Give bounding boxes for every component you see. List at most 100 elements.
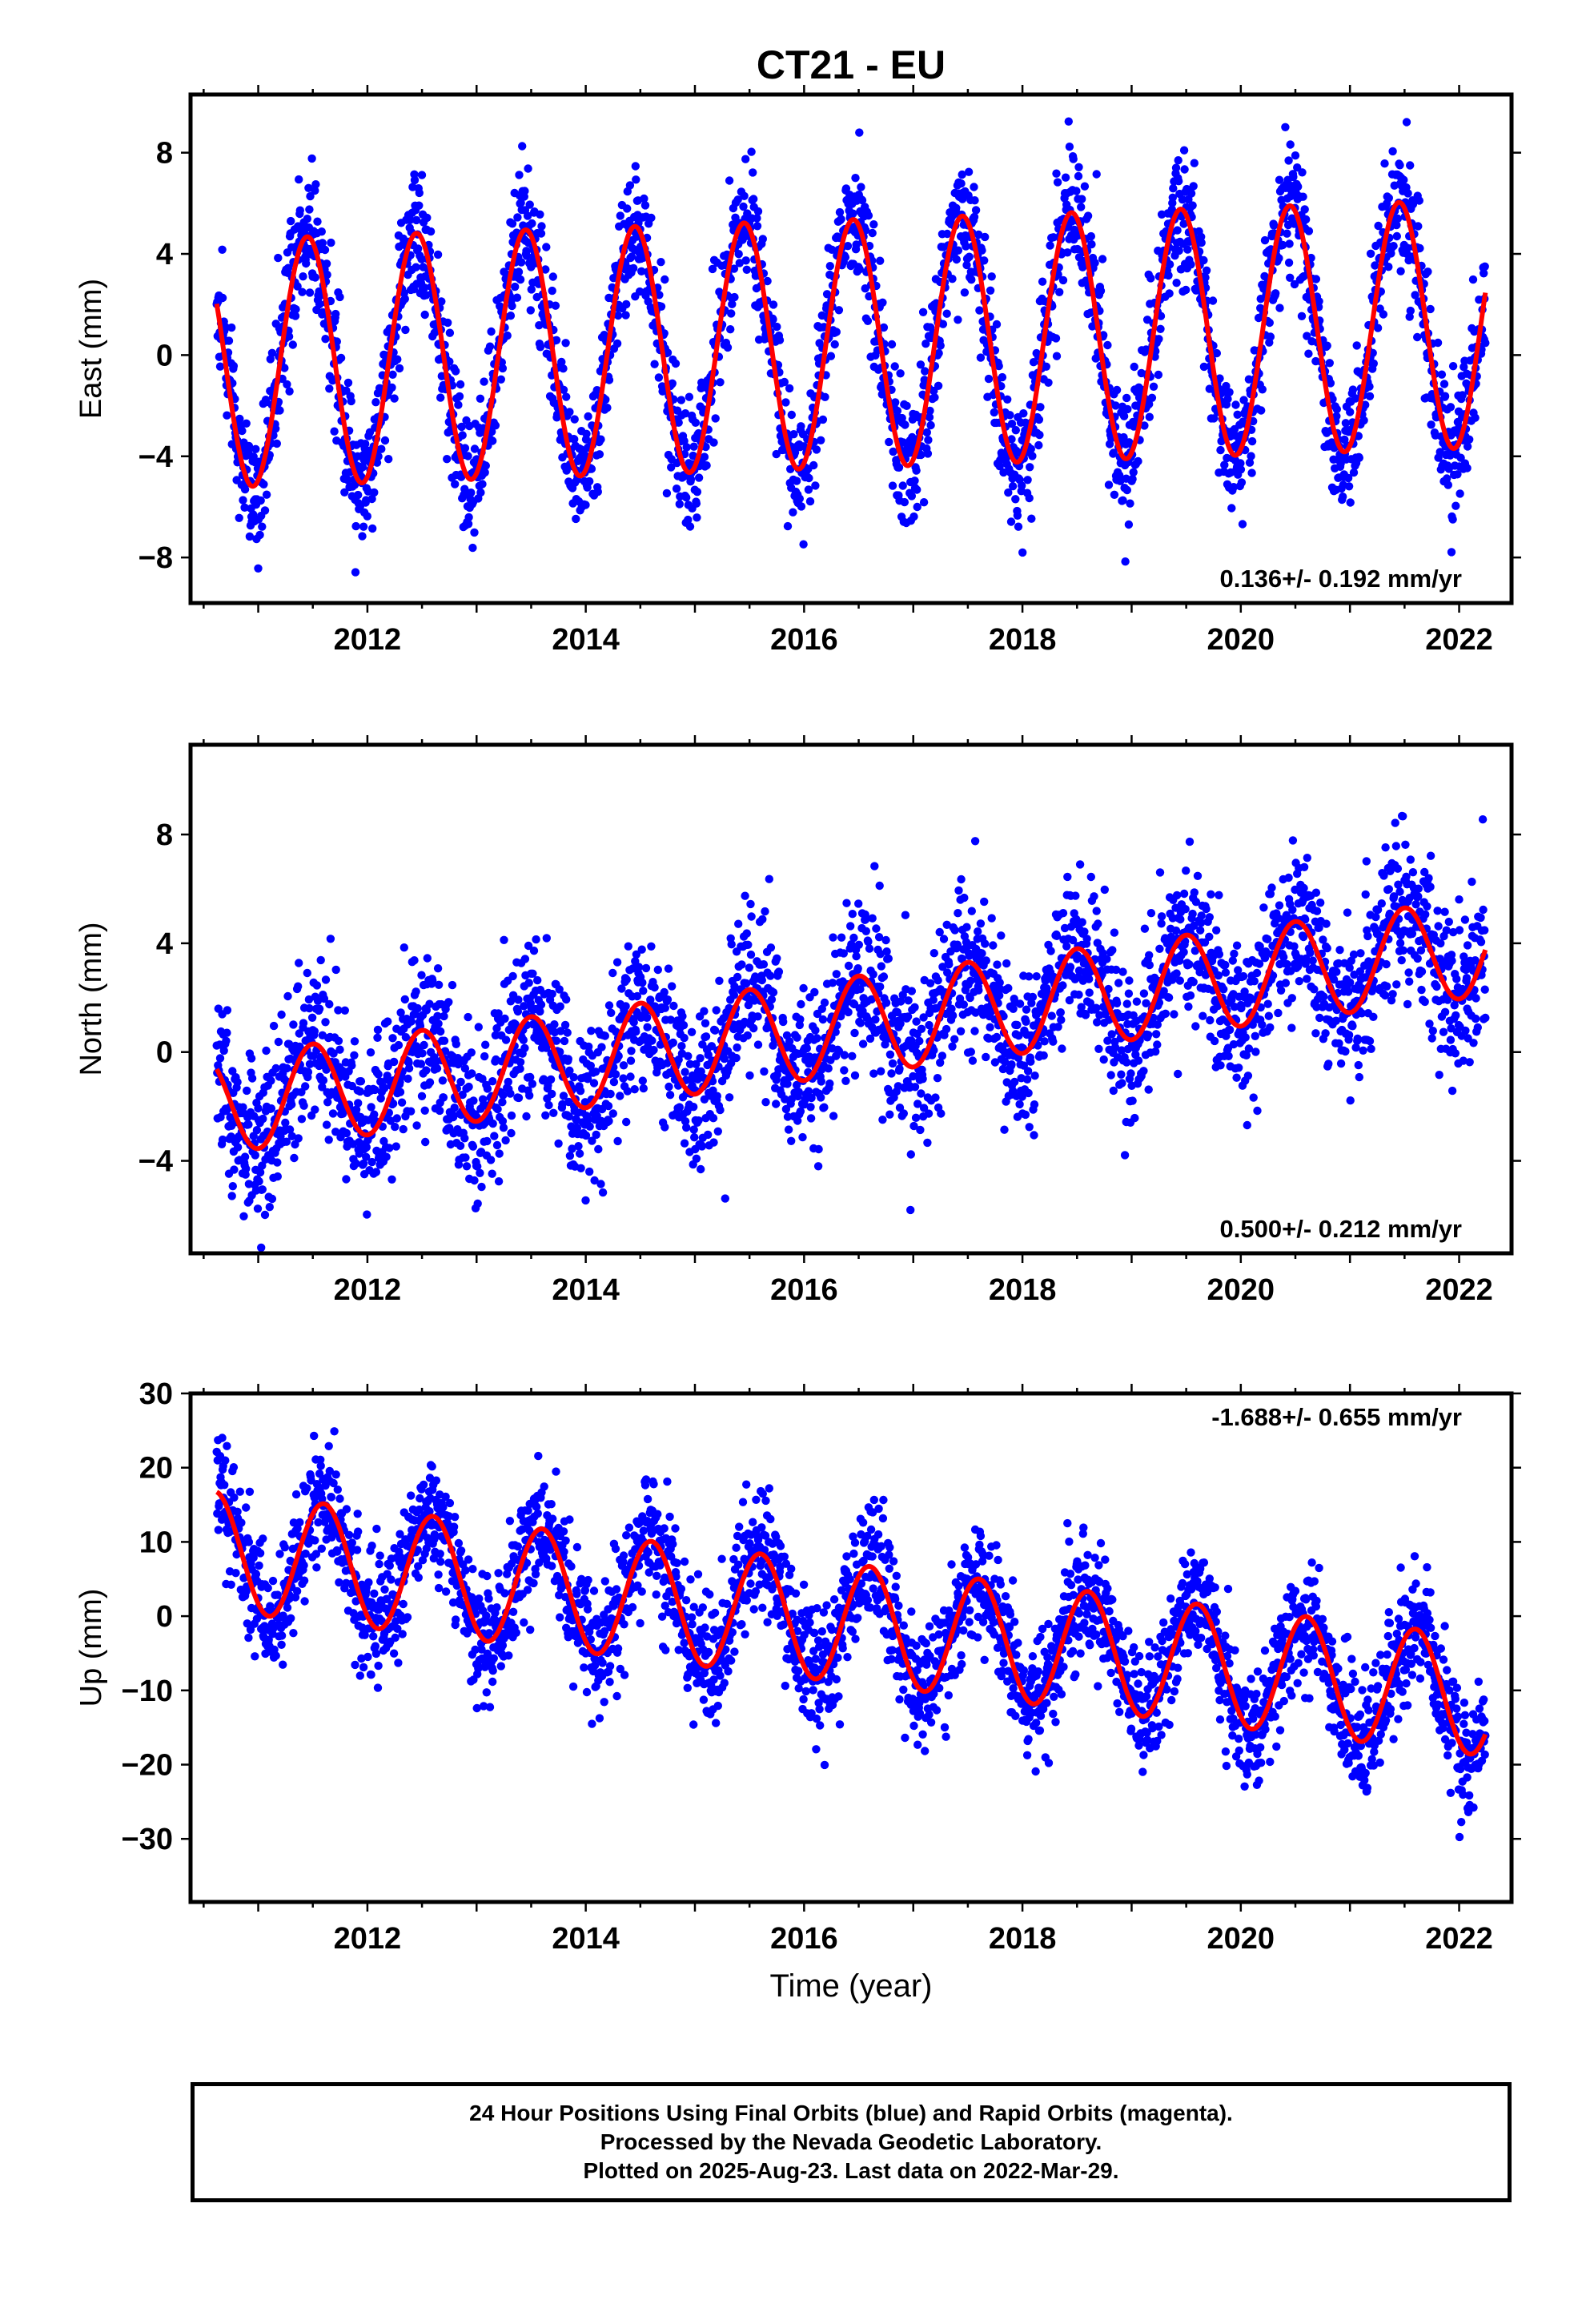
- data-point: [594, 1144, 603, 1154]
- data-point: [990, 408, 999, 417]
- data-point: [342, 1175, 351, 1184]
- data-point: [930, 393, 939, 402]
- data-point: [1165, 289, 1174, 298]
- data-point: [787, 410, 796, 420]
- data-point: [468, 1142, 478, 1151]
- data-point: [252, 1126, 262, 1135]
- data-point: [710, 1026, 720, 1035]
- data-point: [480, 377, 488, 386]
- data-point: [1229, 483, 1239, 492]
- data-points-1: [212, 117, 1490, 577]
- data-point: [464, 1082, 473, 1092]
- data-point: [294, 982, 303, 991]
- data-point: [394, 1040, 404, 1050]
- data-point: [871, 1015, 880, 1024]
- data-point: [1239, 396, 1248, 404]
- data-point: [978, 246, 986, 255]
- data-point: [765, 875, 773, 883]
- data-point: [692, 1154, 701, 1164]
- data-point: [244, 441, 254, 451]
- data-point: [323, 270, 331, 279]
- data-point: [460, 1134, 469, 1143]
- data-point: [772, 449, 781, 459]
- data-point: [452, 1039, 460, 1049]
- data-point: [853, 964, 862, 973]
- data-point: [933, 1074, 942, 1083]
- data-point: [1275, 254, 1283, 263]
- data-point: [1247, 436, 1257, 446]
- data-point: [1027, 514, 1036, 523]
- data-point: [1285, 239, 1294, 248]
- data-point: [249, 510, 258, 519]
- data-point: [1064, 117, 1074, 126]
- data-point: [1202, 266, 1211, 275]
- data-point: [600, 1031, 609, 1040]
- data-point: [930, 949, 939, 958]
- data-point: [444, 998, 453, 1007]
- data-point: [451, 480, 460, 489]
- data-point: [1471, 413, 1480, 422]
- data-point: [557, 357, 566, 367]
- data-point: [970, 1027, 979, 1035]
- data-point: [868, 228, 877, 238]
- data-point: [488, 436, 497, 445]
- data-point: [681, 1068, 689, 1076]
- data-point: [448, 980, 457, 990]
- data-point: [834, 306, 844, 315]
- data-point: [789, 430, 798, 439]
- data-point: [850, 1071, 860, 1080]
- data-point: [410, 175, 420, 185]
- data-point: [417, 971, 426, 979]
- data-point: [937, 1109, 946, 1118]
- data-point: [423, 213, 432, 223]
- data-point: [1052, 352, 1062, 360]
- data-point: [1291, 151, 1300, 160]
- data-point: [1015, 999, 1025, 1008]
- data-point: [1414, 222, 1423, 231]
- data-point: [926, 406, 934, 416]
- data-point: [440, 1036, 449, 1045]
- y-tick-label: 8: [156, 137, 173, 171]
- data-point: [1087, 239, 1096, 249]
- data-point: [1179, 219, 1188, 228]
- data-point: [470, 1176, 479, 1185]
- data-point: [267, 348, 277, 357]
- data-point: [603, 404, 612, 412]
- data-point: [841, 1076, 850, 1086]
- data-point: [767, 995, 777, 1004]
- data-point: [604, 1001, 614, 1010]
- data-point: [634, 963, 644, 971]
- data-point: [318, 239, 327, 247]
- data-point: [464, 520, 473, 529]
- data-point: [456, 380, 465, 389]
- data-point: [621, 311, 630, 320]
- data-point: [245, 532, 255, 541]
- data-point: [887, 1069, 896, 1078]
- data-point: [1021, 1110, 1030, 1120]
- data-point: [277, 1010, 286, 1019]
- data-point: [749, 195, 758, 203]
- data-point: [844, 961, 853, 971]
- data-point: [643, 1023, 652, 1031]
- data-point: [585, 1122, 594, 1131]
- data-point: [351, 568, 360, 577]
- data-point: [806, 1114, 816, 1123]
- data-point: [1351, 394, 1360, 403]
- data-point: [830, 340, 839, 349]
- data-point: [950, 926, 959, 935]
- data-point: [960, 288, 970, 297]
- data-point: [516, 1058, 525, 1067]
- data-point: [904, 996, 913, 1005]
- data-point: [562, 392, 571, 401]
- data-point: [1164, 271, 1173, 280]
- data-point: [1169, 184, 1178, 193]
- data-point: [625, 181, 635, 190]
- data-point: [321, 335, 330, 344]
- data-point: [1303, 332, 1311, 340]
- data-point: [456, 1141, 465, 1151]
- data-point: [728, 300, 737, 308]
- data-point: [343, 378, 353, 388]
- data-point: [254, 1104, 263, 1113]
- data-point: [700, 452, 709, 461]
- data-point: [1208, 296, 1218, 305]
